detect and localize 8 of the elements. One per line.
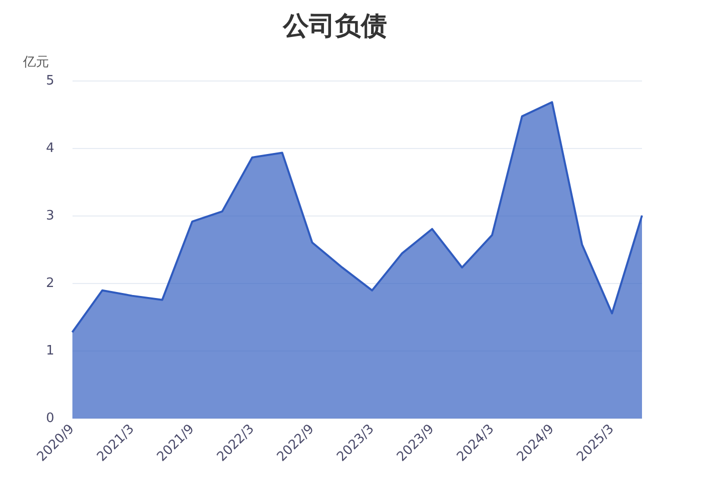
y-tick-label: 4 [46, 141, 54, 156]
y-tick-label: 3 [46, 208, 54, 224]
chart-title: 公司负债 [282, 11, 387, 42]
y-tick-label: 5 [46, 74, 54, 89]
y-tick-label: 1 [46, 344, 54, 359]
y-axis-title: 亿元 [22, 55, 49, 70]
y-tick-label: 0 [46, 411, 54, 426]
y-tick-label: 2 [46, 276, 54, 292]
